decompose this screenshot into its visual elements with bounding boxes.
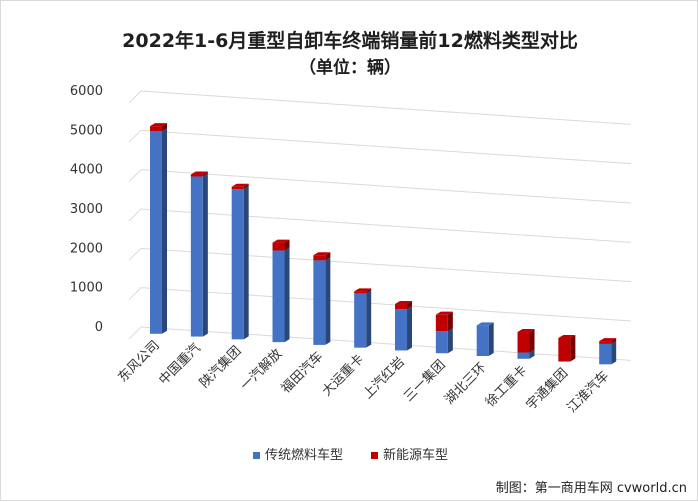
credit-text: 制图：第一商用车网 cvworld.cn: [495, 481, 687, 496]
bar-side: [570, 334, 576, 362]
legend-label: 新能源车型: [383, 447, 448, 463]
bar-top: [150, 123, 168, 127]
gridline: [140, 208, 632, 243]
legend-swatch: [371, 452, 378, 459]
bar-top: [435, 311, 453, 315]
bar-segment: [190, 174, 203, 177]
bar-side: [407, 306, 413, 351]
gridline: [128, 326, 142, 340]
gridline: [140, 169, 632, 204]
chart-title: 2022年1-6月重型自卸车终端销量前12燃料类型对比: [122, 30, 578, 52]
y-tick-label: 6000: [70, 84, 103, 99]
bar-side: [488, 322, 494, 357]
bar-segment: [272, 242, 285, 251]
gridline: [140, 247, 632, 283]
gridline: [140, 326, 632, 361]
bar-segment: [313, 255, 326, 261]
bar-side: [366, 288, 372, 294]
gridline: [140, 129, 632, 165]
bar-top: [599, 338, 617, 342]
bar-segment: [150, 126, 163, 132]
bar-segment: [476, 325, 489, 357]
bar-side: [284, 247, 290, 343]
bar-side: [202, 173, 208, 337]
gridline: [128, 90, 142, 104]
bar-segment: [272, 250, 285, 343]
bar-side: [529, 349, 535, 359]
y-tick-label: 1000: [70, 281, 103, 296]
gridline: [128, 287, 142, 301]
bar-segment: [231, 189, 244, 340]
y-tick-label: 0: [95, 320, 103, 335]
bar-side: [162, 123, 168, 132]
bar-segment: [517, 352, 530, 359]
bar-segment: [190, 176, 203, 337]
bar-segment: [558, 337, 571, 362]
y-tick-label: 5000: [70, 123, 103, 138]
y-tick-label: 3000: [70, 202, 103, 217]
bar-side: [325, 257, 331, 345]
bar-side: [162, 128, 168, 334]
gridline: [140, 287, 632, 322]
gridline: [140, 90, 632, 125]
bar-segment: [354, 293, 367, 348]
bar-side: [611, 338, 617, 344]
bar-top: [517, 329, 535, 333]
legend-label: 传统燃料车型: [265, 447, 343, 463]
bar-segment: [599, 343, 612, 365]
bar-side: [447, 328, 453, 354]
bar-top: [272, 239, 290, 243]
bar-side: [243, 186, 249, 340]
bar-side: [529, 329, 535, 353]
chart-subtitle: （单位：辆）: [299, 58, 401, 78]
y-tick-label: 2000: [70, 241, 103, 256]
gridline: [128, 169, 142, 183]
bar-segment: [599, 341, 612, 344]
bar-top: [558, 334, 576, 338]
legend-swatch: [253, 452, 260, 459]
bar-side: [407, 301, 413, 310]
bar-side: [202, 171, 208, 177]
y-tick-label: 4000: [70, 163, 103, 178]
bar-side: [447, 311, 453, 332]
bar-segment: [150, 131, 163, 334]
bar-side: [284, 239, 290, 251]
gridline: [128, 247, 142, 261]
bar-top: [476, 322, 494, 326]
bar-side: [243, 183, 249, 190]
bar-top: [231, 183, 249, 187]
bar-top: [190, 171, 208, 175]
bar-side: [325, 252, 331, 261]
bar-segment: [517, 332, 530, 353]
x-tick-label: 江淮汽车: [564, 368, 612, 416]
bar-segment: [231, 186, 244, 190]
bar-segment: [395, 309, 408, 351]
bar-top: [313, 252, 331, 256]
bar-top: [395, 301, 413, 305]
bar-segment: [395, 304, 408, 310]
gridline: [128, 208, 142, 222]
bar-segment: [435, 331, 448, 354]
bar-segment: [313, 260, 326, 345]
bar-segment: [354, 291, 367, 294]
bar-side: [366, 290, 372, 348]
bar-top: [354, 288, 372, 292]
bar-side: [611, 340, 617, 365]
gridline: [128, 129, 142, 143]
bar-segment: [435, 314, 448, 332]
